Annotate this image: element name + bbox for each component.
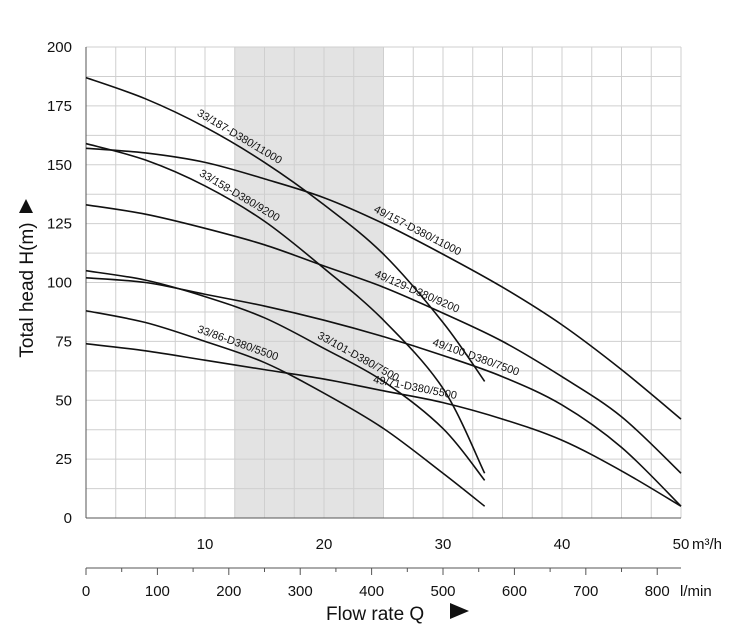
x-axis-arrow-icon bbox=[450, 603, 469, 619]
bottom-x-tick-label: 600 bbox=[502, 583, 527, 600]
curve-33/101-D380/7500 bbox=[85, 269, 486, 481]
y-tick-label: 100 bbox=[47, 275, 72, 292]
bottom-x-tick-label: 700 bbox=[573, 583, 598, 600]
y-tick-label: 50 bbox=[55, 392, 72, 409]
bottom-x-tick-label: 500 bbox=[430, 583, 455, 600]
curve-49/157-D380/11000 bbox=[85, 147, 682, 420]
curve-33/158-D380/9200 bbox=[85, 142, 486, 474]
y-tick-label: 125 bbox=[47, 216, 72, 233]
y-axis-title: Total head H(m) bbox=[17, 222, 38, 357]
bottom-x-tick-label: 400 bbox=[359, 583, 384, 600]
top-x-tick-label: 30 bbox=[435, 536, 452, 553]
bottom-x-tick-label: 0 bbox=[82, 583, 90, 600]
curve-label: 49/100-D380/7500 bbox=[431, 337, 521, 379]
curve-49/71-D380/5500 bbox=[85, 342, 682, 507]
y-tick-label: 0 bbox=[64, 510, 72, 527]
top-x-tick-label: 20 bbox=[316, 536, 333, 553]
bottom-x-tick-label: 800 bbox=[645, 583, 670, 600]
bottom-x-tick-label: 100 bbox=[145, 583, 170, 600]
curve-label: 49/157-D380/11000 bbox=[372, 204, 463, 259]
x-axis-title: Flow rate Q bbox=[326, 604, 424, 625]
bottom-x-tick-label: 200 bbox=[216, 583, 241, 600]
top-axis-unit: m³/h bbox=[692, 536, 722, 553]
curves bbox=[85, 76, 682, 507]
y-axis-arrow-icon bbox=[19, 199, 33, 213]
curve-49/100-D380/7500 bbox=[85, 276, 682, 507]
y-tick-label: 200 bbox=[47, 39, 72, 56]
y-tick-label: 25 bbox=[55, 451, 72, 468]
y-tick-label: 75 bbox=[55, 333, 72, 350]
top-x-tick-label: 50 bbox=[673, 536, 690, 553]
bottom-x-tick-label: 300 bbox=[288, 583, 313, 600]
y-tick-label: 175 bbox=[47, 98, 72, 115]
curve-label: 49/71-D380/5500 bbox=[372, 374, 458, 402]
bottom-axis-unit: l/min bbox=[680, 583, 712, 600]
curve-33/187-D380/11000 bbox=[85, 76, 486, 382]
curve-33/86-D380/5500 bbox=[85, 309, 486, 507]
axes bbox=[85, 47, 681, 575]
top-x-tick-label: 40 bbox=[554, 536, 571, 553]
top-x-tick-label: 10 bbox=[197, 536, 214, 553]
y-tick-label: 150 bbox=[47, 157, 72, 174]
curve-label: 49/129-D380/9200 bbox=[373, 268, 461, 315]
curve-49/129-D380/9200 bbox=[85, 203, 682, 474]
